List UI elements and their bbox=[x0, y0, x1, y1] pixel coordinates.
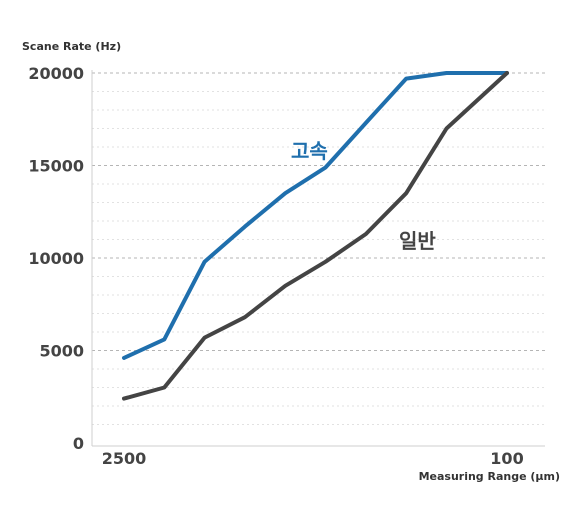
y-tick-label: 10000 bbox=[28, 249, 84, 268]
series-line-normal bbox=[122, 71, 509, 401]
y-tick-label: 15000 bbox=[28, 157, 84, 176]
x-tick-labels: 2500 100 bbox=[102, 449, 524, 468]
y-tick-label: 0 bbox=[73, 434, 84, 453]
x-tick-label: 2500 bbox=[102, 449, 147, 468]
series-lines bbox=[122, 71, 509, 401]
y-axis-label: Scane Rate (Hz) bbox=[22, 40, 121, 53]
series-label-normal: 일반 bbox=[399, 229, 436, 253]
x-axis-label: Measuring Range (µm) bbox=[419, 470, 560, 483]
y-tick-label: 20000 bbox=[28, 64, 84, 83]
series-label-fast: 고속 bbox=[291, 139, 328, 163]
x-tick-label: 100 bbox=[490, 449, 523, 468]
y-tick-labels: 0 5000 10000 15000 20000 bbox=[28, 64, 84, 453]
grid-lines bbox=[92, 72, 545, 425]
y-tick-label: 5000 bbox=[39, 342, 84, 361]
series-line-fast bbox=[122, 71, 509, 360]
